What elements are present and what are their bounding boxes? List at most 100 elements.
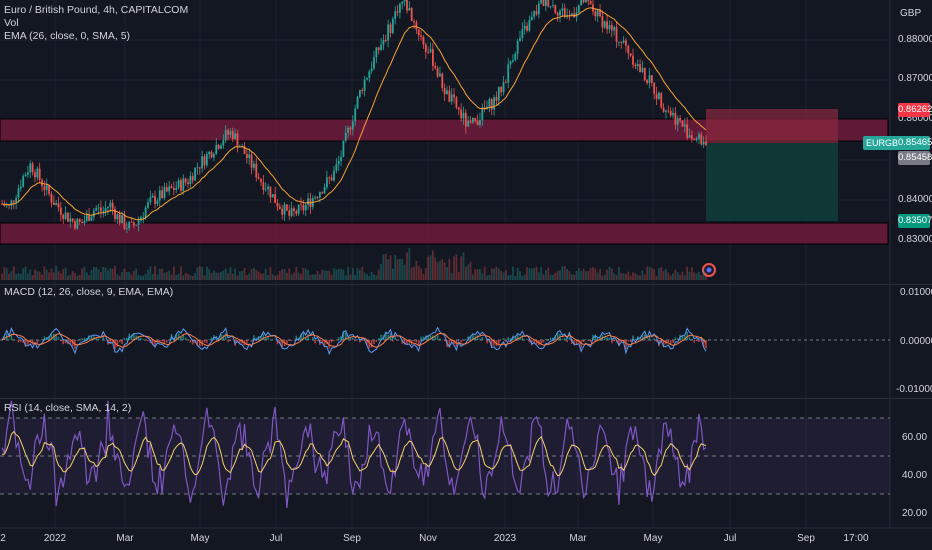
candle-body xyxy=(52,202,55,205)
volume-bar xyxy=(302,267,305,280)
volume-bar xyxy=(125,272,128,280)
macd-histogram-bar xyxy=(246,340,248,345)
volume-bar xyxy=(547,267,550,280)
volume-bar xyxy=(655,275,658,280)
volume-bar xyxy=(512,266,514,280)
macd-histogram-bar xyxy=(542,340,545,343)
macd-histogram-bar xyxy=(439,338,441,340)
macd-histogram-bar xyxy=(260,336,262,340)
volume-bar xyxy=(377,269,380,280)
macd-histogram-bar xyxy=(208,339,210,340)
volume-bar xyxy=(519,271,521,280)
candle-body xyxy=(361,89,364,91)
volume-bar xyxy=(22,268,25,280)
macd-histogram-bar xyxy=(514,336,517,340)
volume-bar xyxy=(234,268,236,280)
pane-divider[interactable] xyxy=(0,284,932,285)
macd-histogram-bar xyxy=(476,335,479,340)
macd-histogram-bar xyxy=(307,334,309,340)
volume-bar xyxy=(201,266,204,280)
macd-histogram-bar xyxy=(655,340,658,342)
macd-histogram-bar xyxy=(295,335,298,340)
macd-histogram-bar xyxy=(328,340,331,349)
volume-bar xyxy=(151,273,154,280)
symbol-title[interactable]: Euro / British Pound, 4h, CAPITALCOM xyxy=(4,4,189,16)
macd-histogram-bar xyxy=(629,340,632,342)
macd-histogram-bar xyxy=(691,338,693,340)
time-label: Mar xyxy=(569,533,587,544)
macd-histogram-bar xyxy=(189,340,192,343)
vol-label[interactable]: Vol xyxy=(4,17,19,29)
volume-bar xyxy=(269,267,272,280)
macd-histogram-bar xyxy=(330,340,333,343)
macd-histogram-bar xyxy=(175,334,178,340)
volume-bar xyxy=(636,274,639,280)
macd-histogram-bar xyxy=(114,340,116,350)
candle-body xyxy=(137,220,140,225)
candle-body xyxy=(125,228,128,230)
candle-body xyxy=(363,79,366,91)
pane-divider[interactable] xyxy=(0,398,932,399)
volume-bar xyxy=(260,273,262,280)
volume-bar xyxy=(52,272,55,280)
macd-histogram-bar xyxy=(227,340,229,343)
volume-bar xyxy=(5,268,8,280)
macd-histogram-bar xyxy=(154,340,156,346)
macd-histogram-bar xyxy=(111,340,114,343)
candle-body xyxy=(674,112,677,125)
volume-bar xyxy=(690,267,693,280)
candle-body xyxy=(613,27,616,31)
volume-bar xyxy=(556,270,559,280)
macd-histogram-bar xyxy=(453,340,455,345)
candle-body xyxy=(283,204,286,215)
volume-bar xyxy=(639,275,641,280)
volume-bar xyxy=(448,258,451,280)
resistance-zone xyxy=(0,118,889,142)
volume-bar xyxy=(587,271,590,280)
volume-bar xyxy=(580,271,583,280)
candle-body xyxy=(401,1,404,4)
macd-histogram-bar xyxy=(575,340,578,345)
candle-body xyxy=(615,27,618,42)
target-price-badge: 0.86262 xyxy=(898,103,932,117)
volume-bar xyxy=(15,274,18,280)
time-label: Jul xyxy=(723,533,737,544)
macd-histogram-bar xyxy=(406,340,408,345)
volume-bar xyxy=(165,272,168,280)
volume-bar xyxy=(413,266,415,280)
candle-body xyxy=(297,204,300,214)
volume-bar xyxy=(64,267,67,280)
volume-bar xyxy=(8,273,10,280)
volume-bar xyxy=(278,271,281,280)
macd-histogram-bar xyxy=(109,340,112,344)
volume-bar xyxy=(154,266,156,280)
candle-body xyxy=(314,197,317,199)
macd-histogram-bar xyxy=(20,340,22,342)
volume-bar xyxy=(582,268,585,280)
candle-body xyxy=(236,133,239,147)
candle-body xyxy=(15,197,18,203)
candle-body xyxy=(208,151,211,155)
ema-label[interactable]: EMA (26, close, 0, SMA, 5) xyxy=(4,30,131,42)
macd-label[interactable]: MACD (12, 26, close, 9, EMA, EMA) xyxy=(4,286,174,298)
macd-histogram-bar xyxy=(521,335,524,340)
candle-body xyxy=(655,93,658,99)
candle-body xyxy=(302,204,305,211)
volume-bar xyxy=(140,275,142,280)
macd-histogram-bar xyxy=(81,338,83,340)
rsi-label[interactable]: RSI (14, close, SMA, 14, 2) xyxy=(4,402,132,414)
candle-body xyxy=(446,90,448,95)
candle-body xyxy=(130,222,133,223)
volume-bar xyxy=(603,274,606,280)
volume-bar xyxy=(483,266,486,280)
candle-body xyxy=(330,177,333,181)
volume-bar xyxy=(705,272,707,280)
candle-body xyxy=(215,144,218,155)
candle-body xyxy=(521,29,524,38)
macd-histogram-bar xyxy=(290,340,293,341)
candle-body xyxy=(396,11,399,13)
candle-body xyxy=(158,190,161,201)
candle-body xyxy=(665,110,667,112)
candle-body xyxy=(676,118,679,125)
